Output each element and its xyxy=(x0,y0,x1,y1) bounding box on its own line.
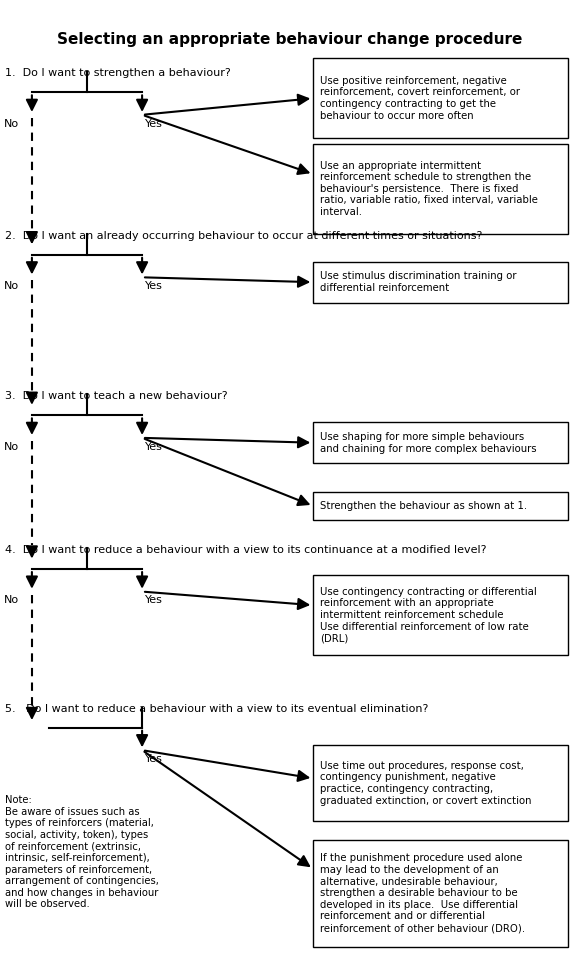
Bar xyxy=(313,575,568,655)
Text: 1.  Do I want to strengthen a behaviour?: 1. Do I want to strengthen a behaviour? xyxy=(5,68,230,78)
Text: No: No xyxy=(4,595,19,605)
Bar xyxy=(313,492,568,520)
Bar xyxy=(313,262,568,303)
Bar xyxy=(313,745,568,821)
Bar xyxy=(313,422,568,463)
Text: No: No xyxy=(4,281,19,291)
Text: 5.   Do I want to reduce a behaviour with a view to its eventual elimination?: 5. Do I want to reduce a behaviour with … xyxy=(5,704,428,714)
Text: Yes: Yes xyxy=(145,595,163,605)
Text: No: No xyxy=(4,119,19,128)
Text: 4.  Do I want to reduce a behaviour with a view to its continuance at a modified: 4. Do I want to reduce a behaviour with … xyxy=(5,545,486,555)
Text: No: No xyxy=(4,442,19,451)
Bar xyxy=(313,58,568,138)
Text: Use positive reinforcement, negative
reinforcement, covert reinforcement, or
con: Use positive reinforcement, negative rei… xyxy=(320,76,520,121)
Text: Use stimulus discrimination training or
differential reinforcement: Use stimulus discrimination training or … xyxy=(320,271,517,293)
Text: 3.  Do I want to teach a new behaviour?: 3. Do I want to teach a new behaviour? xyxy=(5,391,227,401)
Text: Use contingency contracting or differential
reinforcement with an appropriate
in: Use contingency contracting or different… xyxy=(320,587,537,643)
Text: Use shaping for more simple behaviours
and chaining for more complex behaviours: Use shaping for more simple behaviours a… xyxy=(320,432,536,453)
Text: Use time out procedures, response cost,
contingency punishment, negative
practic: Use time out procedures, response cost, … xyxy=(320,761,532,806)
Text: Selecting an appropriate behaviour change procedure: Selecting an appropriate behaviour chang… xyxy=(57,32,523,47)
Text: If the punishment procedure used alone
may lead to the development of an
alterna: If the punishment procedure used alone m… xyxy=(320,853,525,933)
Text: Note:
Be aware of issues such as
types of reinforcers (material,
social, activit: Note: Be aware of issues such as types o… xyxy=(5,795,158,910)
Text: Strengthen the behaviour as shown at 1.: Strengthen the behaviour as shown at 1. xyxy=(320,501,527,511)
Text: Use an appropriate intermittent
reinforcement schedule to strengthen the
behavio: Use an appropriate intermittent reinforc… xyxy=(320,161,538,217)
Text: Yes: Yes xyxy=(145,442,163,451)
Bar xyxy=(313,144,568,234)
Bar xyxy=(313,840,568,947)
Text: Yes: Yes xyxy=(145,281,163,291)
Text: Yes: Yes xyxy=(145,754,163,764)
Text: Yes: Yes xyxy=(145,119,163,128)
Text: 2.  Do I want an already occurring behaviour to occur at different times or situ: 2. Do I want an already occurring behavi… xyxy=(5,231,482,240)
